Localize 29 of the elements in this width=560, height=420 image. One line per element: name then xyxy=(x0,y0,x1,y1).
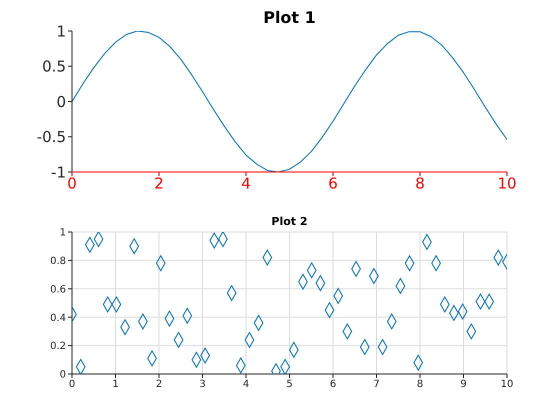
x-tick-label: 4 xyxy=(242,379,250,390)
y-tick-label: 1 xyxy=(60,228,66,239)
chart-title: Plot 2 xyxy=(270,215,309,228)
y-tick-label: 0 xyxy=(56,92,66,111)
x-tick-label: 1 xyxy=(112,379,119,390)
y-tick-label: 0 xyxy=(60,370,66,381)
x-tick-label: 10 xyxy=(497,174,517,193)
x-tick-label: 8 xyxy=(416,379,424,390)
y-tick-label: 0.5 xyxy=(42,58,66,76)
x-tick-label: 10 xyxy=(500,379,514,390)
y-tick-label: 0.4 xyxy=(50,312,66,324)
y-tick-label: 0.2 xyxy=(50,341,66,352)
x-tick-label: 4 xyxy=(241,174,251,193)
x-tick-label: 9 xyxy=(460,379,467,390)
y-tick-label: -1 xyxy=(51,163,66,182)
x-tick-label: 3 xyxy=(199,379,206,390)
x-tick-label: 8 xyxy=(415,174,425,193)
x-tick-label: 6 xyxy=(328,174,338,193)
x-tick-label: 2 xyxy=(154,174,164,193)
chart-title: Plot 1 xyxy=(262,8,317,27)
y-tick-label: 0.8 xyxy=(50,256,66,267)
y-tick-label: -0.5 xyxy=(36,128,66,146)
x-tick-label: 6 xyxy=(330,379,336,390)
y-tick-label: 0.6 xyxy=(50,284,66,296)
x-tick-label: 0 xyxy=(68,379,76,390)
x-tick-label: 5 xyxy=(286,379,293,390)
x-tick-label: 7 xyxy=(373,379,380,390)
x-tick-label: 2 xyxy=(156,379,162,390)
y-tick-label: 1 xyxy=(56,22,66,40)
